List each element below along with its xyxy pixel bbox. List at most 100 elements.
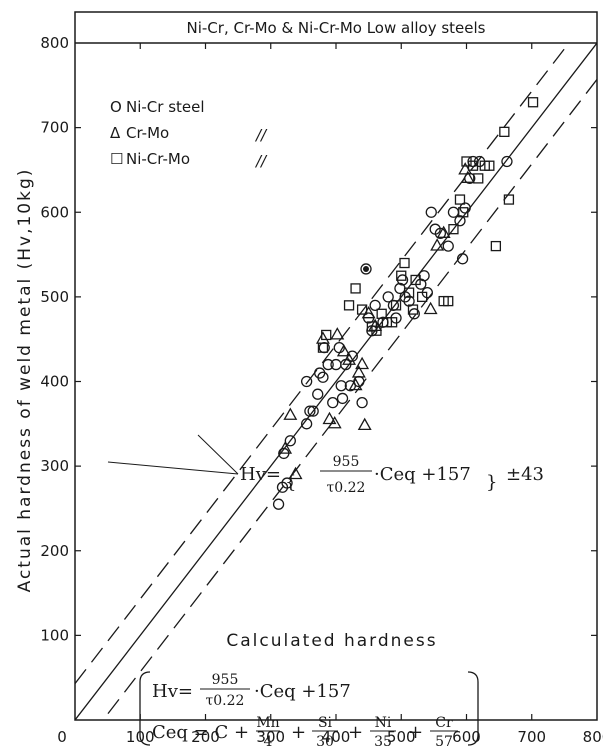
ni-cr-point (336, 392, 349, 405)
ni-cr-point (454, 215, 466, 227)
ni-cr-point (501, 155, 513, 168)
ni-cr-point (317, 371, 329, 383)
fraction-ni-denominator: 35 (374, 734, 392, 750)
cr-mo-point (336, 344, 351, 357)
legend: O Ni-Cr steel Δ Cr-Mo // ☐ Ni-Cr-Mo // (110, 98, 268, 170)
annotation-suffix: ±43 (506, 464, 544, 485)
ni-cr-mo-point (454, 194, 466, 205)
formula-line2-prefix: Ceq = C + (152, 722, 249, 743)
ni-cr-point (447, 206, 460, 218)
fraction-mn-numerator: Mn (256, 715, 279, 731)
cr-mo-point (315, 331, 330, 344)
axis-ticks: 0100200300400500600700800100200300400500… (40, 34, 603, 746)
ni-cr-mo-point (407, 304, 419, 315)
equation-annotation: Hv= { 955 τ0.22 ·Ceq +157 } ±43 (107, 434, 544, 496)
formula-line1-denominator: τ0.22 (206, 693, 245, 709)
y-tick-label: 100 (40, 626, 69, 644)
ni-cr-point (307, 405, 319, 417)
ni-cr-mo-point (317, 342, 329, 353)
x-tick-label: 400 (322, 728, 351, 746)
ni-cr-point (442, 240, 454, 252)
lower-bound-line (102, 78, 597, 720)
y-tick-label: 300 (40, 457, 69, 475)
cr-mo-point (283, 407, 298, 420)
ni-cr-mo-point (403, 287, 415, 298)
ni-cr-mo-point (527, 97, 539, 108)
cr-mo-point (430, 238, 445, 251)
y-axis-title: Actual hardness of weld metal (Hv,10kg) (15, 168, 35, 593)
x-tick-label: 700 (517, 728, 546, 746)
ni-cr-mo-point (467, 160, 479, 171)
legend-symbol-ni-cr-mo: ☐ (110, 150, 123, 168)
cr-mo-point (436, 225, 451, 238)
upper-bound-line (75, 43, 570, 685)
legend-symbol-ni-cr: O (110, 98, 122, 116)
plus-sign-1: + (291, 722, 306, 743)
x-tick-label: 500 (387, 728, 416, 746)
ni-cr-point (300, 418, 313, 430)
fraction-cr-denominator: 57 (435, 734, 453, 750)
legend-ditto-cr-mo: // (254, 126, 268, 144)
cr-mo-point (361, 305, 376, 319)
annotation-brace-right: } (486, 472, 497, 493)
ni-cr-point (434, 227, 447, 240)
ni-cr-point (387, 299, 400, 311)
fraction-mn-denominator: 4 (264, 734, 273, 750)
formula-box: Hv= 955 τ0.22 ·Ceq +157 Ceq = C + Mn 4 +… (139, 671, 479, 750)
ni-cr-point (456, 253, 469, 265)
cr-mo-point (330, 327, 345, 340)
ni-cr-point (327, 397, 339, 409)
ni-cr-point (356, 397, 368, 409)
ni-cr-mo-point (399, 257, 410, 269)
ni-cr-point (330, 358, 342, 371)
ni-cr-mo-point (484, 160, 495, 171)
legend-symbol-cr-mo: Δ (110, 124, 121, 142)
y-tick-label: 400 (40, 373, 69, 391)
reference-lines (75, 43, 597, 720)
ni-cr-mo-point (386, 317, 398, 328)
ni-cr-point (335, 380, 347, 392)
legend-label-ni-cr-mo: Ni-Cr-Mo (126, 150, 190, 168)
cr-mo-point (355, 356, 370, 370)
ni-cr-point (322, 358, 334, 371)
y-tick-label: 700 (40, 119, 69, 137)
x-tick-label: 0 (57, 728, 67, 746)
legend-label-ni-cr: Ni-Cr steel (126, 98, 205, 116)
formula-line1-numerator: 955 (212, 672, 239, 688)
y-tick-label: 500 (40, 288, 69, 306)
formula-bracket-left (139, 671, 151, 746)
annotation-prefix: Hv= (240, 464, 281, 485)
legend-ditto-ni-cr-mo: // (254, 152, 268, 170)
ni-cr-point (300, 375, 313, 388)
ni-cr-point (369, 299, 381, 311)
ni-cr-mo-point (356, 304, 368, 315)
leader-line-2 (197, 434, 239, 475)
ni-cr-point (284, 435, 296, 447)
ni-cr-point (360, 263, 372, 275)
annotation-denominator: τ0.22 (327, 480, 366, 496)
fraction-si-denominator: 30 (316, 734, 334, 750)
x-tick-label: 600 (452, 728, 481, 746)
cr-mo-point (288, 466, 303, 480)
annotation-numerator: 955 (333, 454, 360, 470)
formula-line1-tail: ·Ceq +157 (254, 681, 351, 702)
ni-cr-mo-point (350, 283, 361, 294)
y-tick-label: 200 (40, 542, 69, 560)
ni-cr-point (272, 498, 285, 510)
ni-cr-point (281, 477, 293, 489)
plot-frame (74, 11, 598, 721)
ni-cr-mo-point (443, 295, 454, 307)
cr-mo-point (322, 411, 337, 425)
legend-label-cr-mo: Cr-Mo (126, 124, 169, 142)
cr-mo-point (327, 415, 342, 429)
center-line (75, 43, 597, 720)
data-points (272, 97, 539, 510)
ni-cr-mo-point (376, 308, 387, 319)
formula-bracket-right (467, 671, 479, 746)
annotation-brace-left: { (285, 472, 296, 493)
ni-cr-point (382, 291, 394, 303)
ni-cr-mo-point (371, 325, 382, 336)
ni-cr-mo-point (343, 300, 355, 311)
fraction-si-numerator: Si (318, 715, 333, 731)
